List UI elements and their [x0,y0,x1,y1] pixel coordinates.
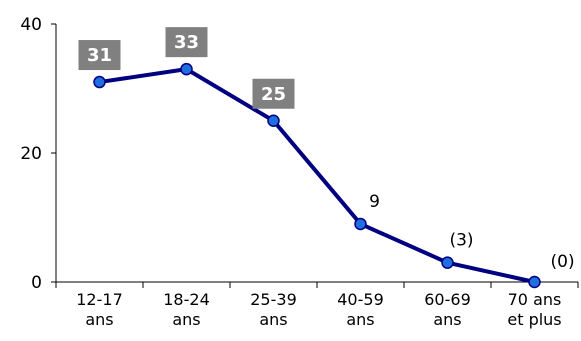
data-point [180,62,193,76]
y-tick-label: 0 [31,273,42,293]
data-point [354,217,367,231]
x-category-label: 40-59 ans [337,290,384,329]
x-category-label: 60-69 ans [424,290,471,329]
data-label: 33 [174,32,199,53]
data-label: 25 [261,84,286,105]
x-axis-categories: 12-17 ans 18-24 ans 25-39 ans 40-59 ans 60-69 ans… [55,282,579,329]
x-category-label: 25-39 ans [250,290,297,329]
data-labels: 31 33 25 9 (3) (0) [78,27,575,272]
data-point [93,75,106,89]
data-point [528,275,541,289]
axes [55,24,578,283]
data-label: (0) [551,252,575,272]
data-label: 9 [369,192,380,212]
data-label-box [165,27,208,58]
series [93,62,541,289]
data-point [441,256,454,269]
data-label: 31 [87,45,112,66]
y-axis-ticks: 0 20 40 [20,15,56,293]
data-point [267,114,280,127]
data-label: (3) [449,231,473,251]
y-tick-label: 20 [20,144,42,164]
y-tick-label: 40 [20,15,42,35]
data-label-box [78,40,121,71]
data-label-box [252,78,295,109]
x-category-label: 18-24 ans [163,290,210,329]
x-category-label: 12-17 ans [76,290,123,329]
x-category-label: 70 ans et plus [507,290,561,329]
series-line [99,67,535,284]
